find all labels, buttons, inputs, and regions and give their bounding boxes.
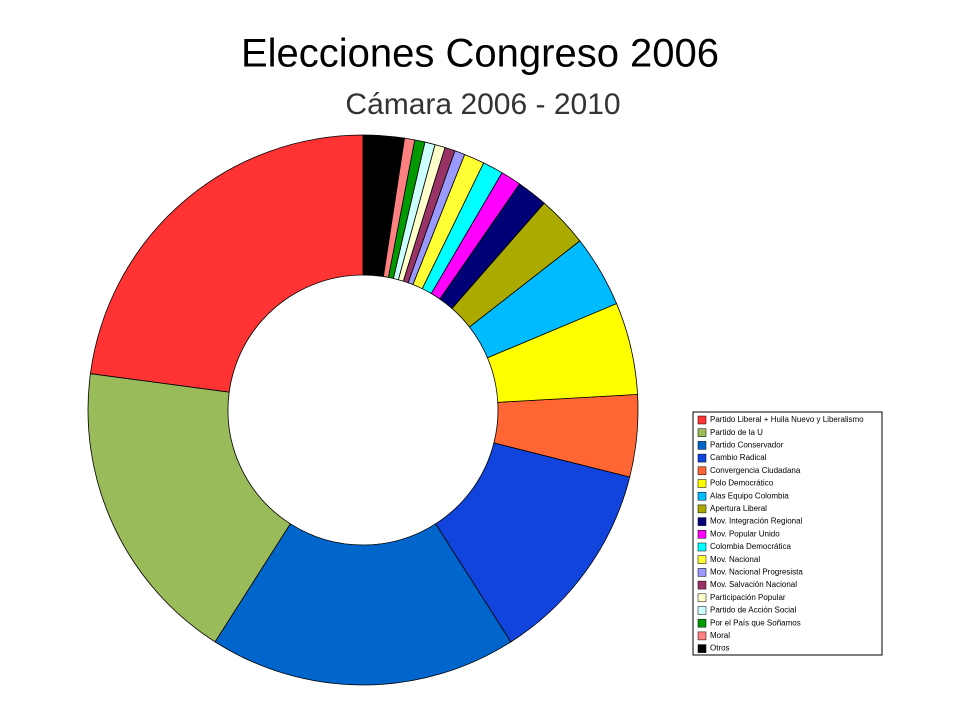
donut-slice xyxy=(87,373,291,643)
legend-label: Polo Democrático xyxy=(710,479,774,488)
legend-label: Colombia Democrática xyxy=(710,542,791,551)
legend-swatch xyxy=(697,453,707,463)
legend-label: Mov. Nacional xyxy=(710,555,760,564)
legend-swatch xyxy=(697,441,707,450)
legend-swatch xyxy=(697,479,707,488)
legend-swatch xyxy=(697,491,707,501)
legend-swatch xyxy=(697,428,707,437)
legend-label: Participación Popular xyxy=(710,593,786,602)
legend-label: Moral xyxy=(710,631,730,640)
legend-label: Convergencia Ciudadana xyxy=(710,466,801,475)
legend-label: Partido de la U xyxy=(710,428,763,437)
legend-label: Partido de Acción Social xyxy=(710,606,796,615)
legend-swatch xyxy=(697,618,707,628)
donut-slice xyxy=(435,442,631,643)
legend-swatch xyxy=(697,593,707,603)
legend-swatch xyxy=(697,631,707,641)
chart-subtitle: Cámara 2006 - 2010 xyxy=(345,88,620,121)
legend-label: Apertura Liberal xyxy=(710,504,767,513)
legend-label: Otros xyxy=(710,644,730,653)
legend-label: Cambio Radical xyxy=(710,453,767,462)
legend-swatch xyxy=(697,415,707,425)
donut-slice xyxy=(89,134,364,393)
legend-swatch xyxy=(697,504,707,514)
legend-label: Partido Liberal + Huila Nuevo y Liberali… xyxy=(710,415,864,424)
legend-swatch xyxy=(697,644,707,653)
donut-slice xyxy=(362,134,405,277)
legend-swatch xyxy=(697,580,707,590)
legend-label: Alas Equipo Colombia xyxy=(710,491,789,500)
legend-swatch xyxy=(697,568,707,577)
legend-swatch xyxy=(697,466,707,476)
legend-swatch xyxy=(697,555,707,564)
legend-label: Mov. Popular Unido xyxy=(710,529,780,538)
legend-label: Partido Conservador xyxy=(710,441,784,450)
donut-slice xyxy=(214,523,512,686)
legend-swatch xyxy=(697,542,707,552)
legend-box xyxy=(692,411,883,656)
legend-swatch xyxy=(697,530,707,539)
legend-label: Por el País que Soñamos xyxy=(710,618,801,627)
legend-swatch xyxy=(697,606,707,615)
legend-label: Mov. Nacional Progresista xyxy=(710,568,803,577)
legend-label: Mov. Integración Regional xyxy=(710,517,803,526)
chart-title: Elecciones Congreso 2006 xyxy=(241,32,719,76)
legend-label: Mov. Salvación Nacional xyxy=(710,580,797,589)
legend-swatch xyxy=(697,517,707,526)
